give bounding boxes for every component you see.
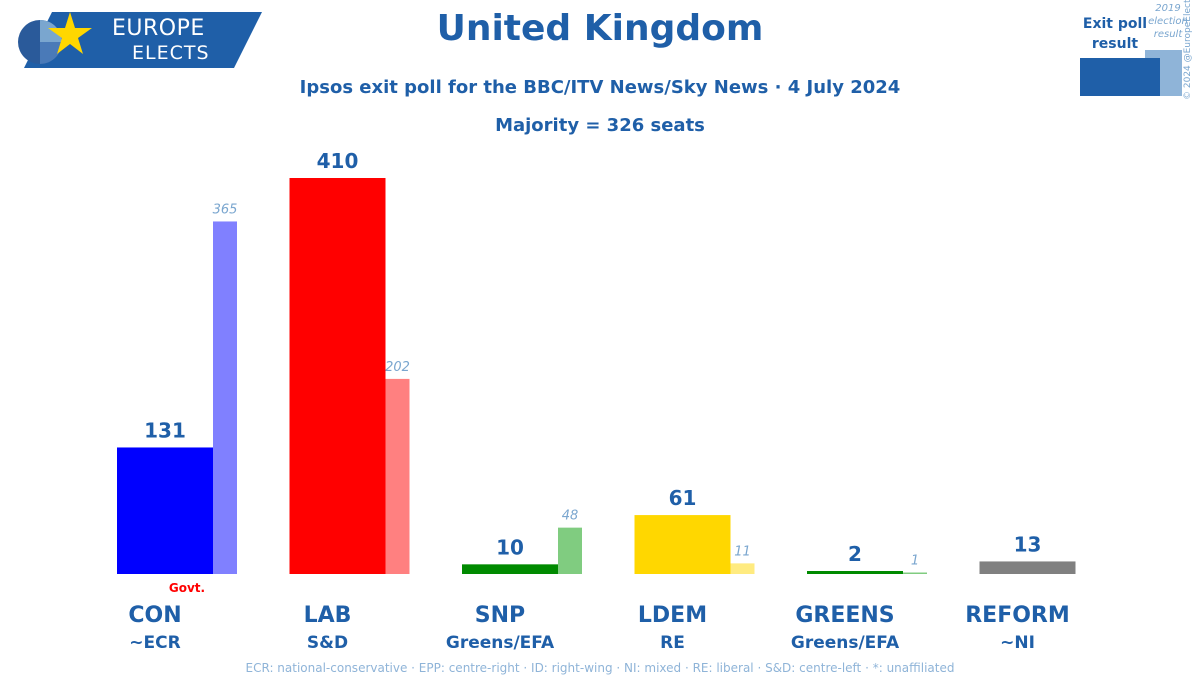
bar-lab-2019 bbox=[385, 378, 410, 574]
party-name-snp: SNP bbox=[475, 603, 525, 628]
bar-greens-2019 bbox=[903, 572, 927, 574]
party-group-con: ~ECR bbox=[129, 633, 180, 653]
label-snp-exit-poll: 10 bbox=[496, 535, 524, 559]
legend: Exit poll result 2019 election result bbox=[1070, 3, 1188, 102]
label-reform-exit-poll: 13 bbox=[1014, 532, 1042, 556]
govt-label: Govt. bbox=[169, 581, 205, 595]
chart-title: United Kingdom bbox=[436, 8, 764, 49]
label-greens-exit-poll: 2 bbox=[848, 542, 862, 566]
footer-glossary: ECR: national-conservative · EPP: centre… bbox=[245, 661, 955, 675]
legend-swatch-current bbox=[1080, 58, 1160, 96]
party-group-greens: Greens/EFA bbox=[791, 633, 900, 653]
bar-con-exit-poll bbox=[117, 447, 213, 574]
label-snp-2019: 48 bbox=[562, 509, 579, 524]
label-lab-2019: 202 bbox=[385, 360, 410, 375]
party-group-snp: Greens/EFA bbox=[446, 633, 555, 653]
chart-subtitle: Ipsos exit poll for the BBC/ITV News/Sky… bbox=[299, 77, 901, 98]
party-group-reform: ~NI bbox=[1000, 633, 1035, 653]
party-group-ldem: RE bbox=[660, 633, 685, 653]
party-name-greens: GREENS bbox=[795, 603, 894, 628]
europe-elects-logo: EUROPE ELECTS bbox=[12, 12, 262, 68]
bar-snp-exit-poll bbox=[462, 564, 558, 574]
party-name-con: CON bbox=[128, 603, 181, 628]
bar-ldem-2019 bbox=[730, 563, 755, 574]
bar-reform-exit-poll bbox=[979, 561, 1076, 574]
legend-label-current: Exit poll result bbox=[1082, 16, 1148, 52]
bar-lab-exit-poll bbox=[289, 178, 386, 574]
logo-text-europe: EUROPE bbox=[112, 16, 205, 41]
label-greens-2019: 1 bbox=[911, 554, 919, 569]
label-ldem-2019: 11 bbox=[734, 544, 751, 559]
bar-ldem-exit-poll bbox=[634, 515, 731, 574]
party-name-ldem: LDEM bbox=[638, 603, 707, 628]
bar-con-2019 bbox=[213, 221, 237, 574]
legend-label-previous: 2019 election result bbox=[1148, 3, 1188, 40]
bar-greens-exit-poll bbox=[807, 571, 903, 574]
label-con-exit-poll: 131 bbox=[144, 418, 186, 442]
party-group-lab: S&D bbox=[307, 633, 348, 653]
bar-snp-2019 bbox=[558, 527, 582, 574]
party-name-lab: LAB bbox=[304, 603, 352, 628]
majority-note: Majority = 326 seats bbox=[495, 115, 705, 136]
party-name-reform: REFORM bbox=[965, 603, 1070, 628]
label-con-2019: 365 bbox=[213, 202, 238, 217]
label-lab-exit-poll: 410 bbox=[317, 149, 359, 173]
logo-text-elects: ELECTS bbox=[132, 42, 210, 64]
label-ldem-exit-poll: 61 bbox=[669, 486, 697, 510]
